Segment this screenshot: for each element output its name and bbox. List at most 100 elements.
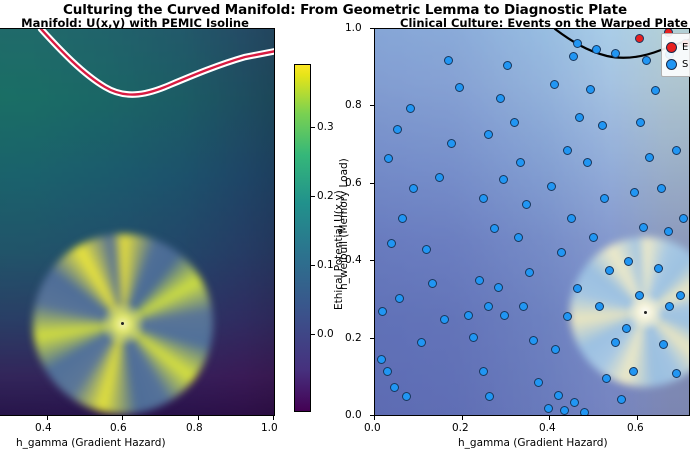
decision-boundary-curve	[553, 29, 689, 59]
scatter-point-e	[634, 34, 644, 44]
scatter-point-s	[574, 112, 584, 122]
scatter-point-s	[551, 344, 561, 354]
scatter-point-s	[560, 405, 570, 415]
scatter-point-s	[672, 369, 682, 379]
right-ytick-mark-4	[370, 105, 374, 106]
scatter-point-s	[583, 158, 593, 168]
scatter-point-s	[383, 154, 393, 164]
right-ytick-mark-2	[370, 260, 374, 261]
cbar-tick-label-0: 0.3	[317, 121, 334, 133]
scatter-point-s	[570, 397, 580, 407]
scatter-point-s	[439, 314, 449, 324]
scatter-point-s	[595, 301, 605, 311]
scatter-point-s	[557, 247, 567, 257]
scatter-point-s	[659, 339, 669, 349]
scatter-point-s	[543, 403, 553, 413]
scatter-point-s	[589, 233, 599, 243]
scatter-point-s	[678, 213, 688, 223]
legend-item-e[interactable]: E	[666, 39, 690, 56]
scatter-point-s	[483, 130, 493, 140]
scatter-point-s	[546, 181, 556, 191]
scatter-point-s	[406, 104, 416, 114]
pemic-isoline-overlay	[37, 29, 274, 98]
right-ytick-label-2: 0.4	[345, 254, 362, 266]
left-xaxis-label: h_gamma (Gradient Hazard)	[16, 437, 166, 449]
scatter-point-s	[592, 44, 602, 54]
plate-singularity-point	[644, 311, 647, 314]
scatter-point-s	[494, 282, 504, 292]
manifold-singularity-point	[121, 322, 124, 325]
scatter-point-s	[378, 306, 388, 316]
scatter-point-s	[650, 85, 660, 95]
scatter-point-s	[628, 366, 638, 376]
scatter-point-s	[469, 332, 479, 342]
scatter-point-s	[549, 79, 559, 89]
scatter-point-s	[599, 194, 609, 204]
scatter-point-s	[510, 118, 520, 128]
scatter-point-s	[463, 310, 473, 320]
scatter-point-s	[485, 392, 495, 402]
scatter-point-s	[483, 301, 493, 311]
scatter-point-s	[597, 120, 607, 130]
scatter-point-s	[656, 184, 666, 194]
scatter-point-s	[653, 264, 663, 274]
scatter-point-s	[665, 301, 675, 311]
scatter-point-s	[397, 213, 407, 223]
cbar-tick-mark-0	[311, 127, 315, 128]
legend-item-s[interactable]: S	[666, 56, 690, 73]
right-ytick-label-5: 1.0	[345, 22, 362, 34]
colorbar	[294, 64, 311, 412]
scatter-point-s	[568, 52, 578, 62]
scatter-point-s	[444, 56, 454, 66]
left-xtick-label-0: 0.4	[35, 422, 52, 434]
left-panel-subtitle: Manifold: U(x,y) with PEMIC Isoline	[21, 16, 249, 30]
scatter-point-s	[402, 392, 412, 402]
left-xtick-label-1: 0.6	[110, 422, 127, 434]
right-xtick-label-0: 0.0	[364, 422, 381, 434]
scatter-point-s	[580, 407, 590, 415]
left-xtick-label-2: 0.8	[186, 422, 203, 434]
right-xtick-label-3: 0.6	[627, 422, 644, 434]
scatter-point-s	[562, 145, 572, 155]
right-ytick-label-0: 0.0	[345, 409, 362, 421]
scatter-point-s	[428, 278, 438, 288]
scatter-point-s	[663, 227, 673, 237]
legend-marker-e	[666, 42, 677, 53]
left-xtick-mark-0	[47, 416, 48, 420]
scatter-point-s	[489, 224, 499, 234]
figure-suptitle: Culturing the Curved Manifold: From Geom…	[62, 2, 628, 18]
scatter-point-s	[521, 199, 531, 209]
cbar-tick-mark-3	[311, 334, 315, 335]
right-ytick-label-1: 0.2	[345, 332, 362, 344]
legend-label-s: S	[682, 59, 689, 70]
scatter-point-s	[518, 301, 528, 311]
scatter-point-s	[529, 335, 539, 345]
scatter-point-s	[498, 175, 508, 185]
scatter-point-s	[573, 39, 583, 49]
scatter-point-s	[479, 194, 489, 204]
right-panel-subtitle: Clinical Culture: Events on the Warped P…	[400, 16, 688, 30]
scatter-point-s	[675, 291, 685, 301]
scatter-point-s	[422, 244, 432, 254]
right-xtick-mark-0	[374, 416, 375, 420]
right-yaxis-label: h_weibull (Memory Load)	[338, 158, 350, 290]
scatter-point-s	[516, 158, 526, 168]
scatter-point-s	[435, 172, 445, 182]
scatter-point-s	[611, 338, 620, 347]
scatter-point-s	[641, 56, 651, 66]
scatter-point-s	[533, 378, 543, 388]
right-xtick-label-1: 0.2	[452, 422, 469, 434]
scatter-point-s	[639, 223, 649, 233]
right-xtick-mark-2	[549, 416, 550, 420]
scatter-point-s	[634, 291, 644, 301]
scatter-point-s	[617, 395, 627, 405]
scatter-point-s	[605, 265, 615, 275]
right-xtick-label-2: 0.4	[539, 422, 556, 434]
scatter-point-s	[636, 118, 646, 128]
legend-marker-s	[666, 59, 677, 70]
left-xtick-mark-2	[198, 416, 199, 420]
scatter-point-s	[394, 294, 404, 304]
scatter-legend[interactable]: E S	[661, 33, 690, 77]
scatter-point-s	[495, 93, 505, 103]
